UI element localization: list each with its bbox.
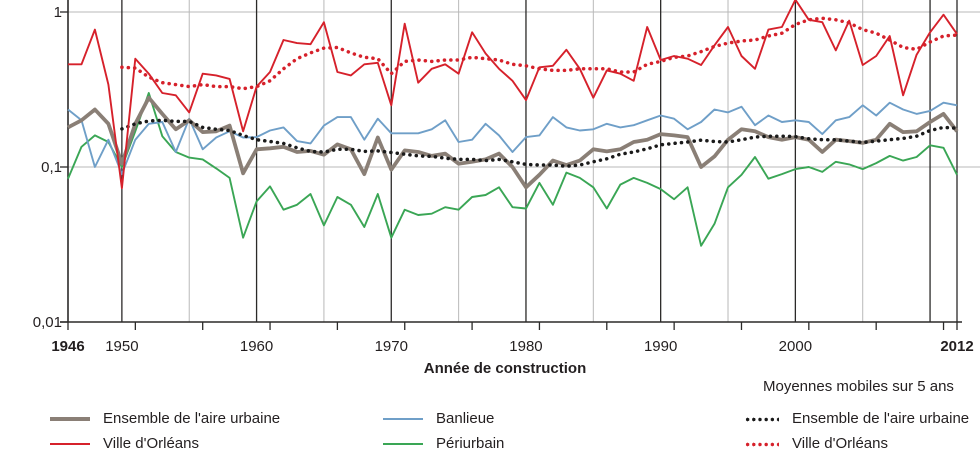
gridlines [60, 0, 980, 330]
legend-item-ma-ville-orleans: Ville d'Orléans [745, 435, 888, 450]
x-tick-label: 1970 [375, 338, 408, 355]
line-swatch-ensemble-icon [50, 417, 90, 422]
legend-label: Périurbain [436, 435, 505, 450]
legend-label: Ville d'Orléans [792, 435, 888, 450]
y-tick-label: 1 [54, 4, 62, 21]
legend-label: Ville d'Orléans [103, 435, 199, 450]
dotted-swatch-ensemble-icon [745, 416, 779, 422]
moving-average-legend-header: Moyennes mobiles sur 5 ans [763, 378, 954, 395]
series-3 [67, 92, 958, 247]
series-lines [67, 0, 959, 247]
line-swatch-periurbain-icon [383, 443, 423, 446]
legend-item-ma-ensemble: Ensemble de l'aire urbaine [745, 410, 969, 428]
series-0 [67, 95, 959, 190]
y-tick-label: 0,01 [33, 314, 62, 331]
x-tick-label: 2000 [779, 338, 812, 355]
series-dotted-5 [120, 16, 959, 91]
x-tick-label: 1980 [509, 338, 542, 355]
x-tick-label: 1960 [240, 338, 273, 355]
x-tick-label: 1946 [51, 338, 84, 355]
legend-item-ensemble: Ensemble de l'aire urbaine [50, 410, 280, 428]
axis-labels: 1946 1950 1960 1970 1980 1990 2000 2012 1 0,1 0,01 [33, 4, 974, 355]
x-tick-label: 1950 [105, 338, 138, 355]
x-tick-label: 2012 [940, 338, 973, 355]
y-tick-label: 0,1 [41, 159, 62, 176]
legend-label: Ensemble de l'aire urbaine [792, 410, 970, 428]
legend-label: Banlieue [436, 410, 495, 428]
legend-item-banlieue: Banlieue [383, 410, 494, 428]
legend-label: Ensemble de l'aire urbaine [103, 410, 281, 428]
legend-item-ville-orleans: Ville d'Orléans [50, 435, 199, 450]
line-swatch-banlieue-icon [383, 418, 423, 421]
x-axis-title: Année de construction [423, 360, 587, 377]
dotted-swatch-ville-orleans-icon [745, 441, 779, 447]
legend-item-periurbain: Périurbain [383, 435, 504, 450]
line-swatch-ville-orleans-icon [50, 443, 90, 446]
series-2 [67, 101, 958, 176]
x-tick-label: 1990 [644, 338, 677, 355]
